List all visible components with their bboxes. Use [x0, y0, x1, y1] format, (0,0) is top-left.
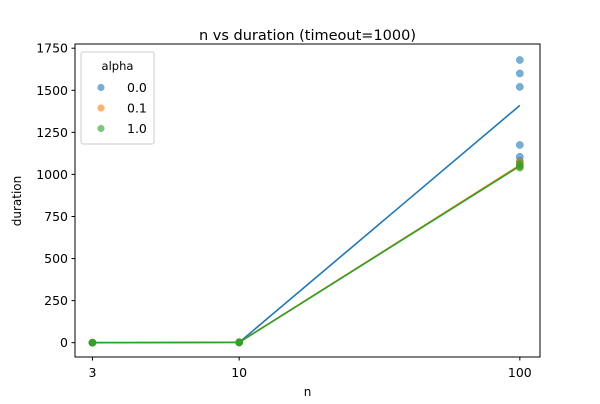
x-tick-label: 100	[508, 365, 532, 380]
data-point	[515, 56, 524, 64]
y-tick-label: 1500	[36, 83, 68, 98]
chart-title: n vs duration (timeout=1000)	[199, 28, 416, 44]
series-line	[92, 165, 521, 344]
y-tick-label: 1000	[36, 167, 68, 182]
y-tick-label: 750	[44, 209, 68, 224]
y-tick-label: 1750	[36, 41, 68, 56]
x-tick-label: 3	[88, 365, 96, 380]
series-points	[88, 56, 524, 347]
y-axis-label: duration	[10, 176, 24, 227]
y-tick-label: 1250	[36, 125, 68, 140]
legend-items: 0.0 0.1 1.0	[97, 80, 147, 136]
y-tick-label: 250	[44, 293, 68, 308]
legend-marker	[97, 104, 105, 112]
x-axis-label: n	[304, 385, 312, 399]
legend-label: 0.0	[127, 80, 147, 95]
y-tick-label: 500	[44, 251, 68, 266]
y-tick-label: 0	[60, 335, 68, 350]
x-axis: 3 10 100	[88, 357, 532, 380]
plot-area	[74, 43, 541, 358]
data-point	[515, 83, 524, 91]
legend: alpha 0.0 0.1 1.0	[80, 51, 155, 145]
data-point	[88, 338, 97, 347]
plot-frame	[74, 43, 541, 358]
legend-marker	[97, 83, 105, 92]
x-tick-label: 10	[231, 365, 247, 380]
legend-box	[80, 51, 155, 145]
y-axis: 0 250 500 750 1000 1250 1500 1750	[36, 41, 75, 350]
legend-label: 1.0	[127, 121, 147, 136]
data-point	[515, 163, 524, 172]
data-point	[235, 338, 244, 347]
data-point	[515, 69, 524, 78]
legend-title: alpha	[102, 59, 134, 73]
data-point	[515, 141, 524, 149]
series-lines	[92, 104, 521, 344]
series-line	[92, 104, 521, 344]
legend-marker	[97, 124, 105, 133]
legend-label: 0.1	[127, 101, 147, 116]
series-line	[92, 164, 521, 344]
